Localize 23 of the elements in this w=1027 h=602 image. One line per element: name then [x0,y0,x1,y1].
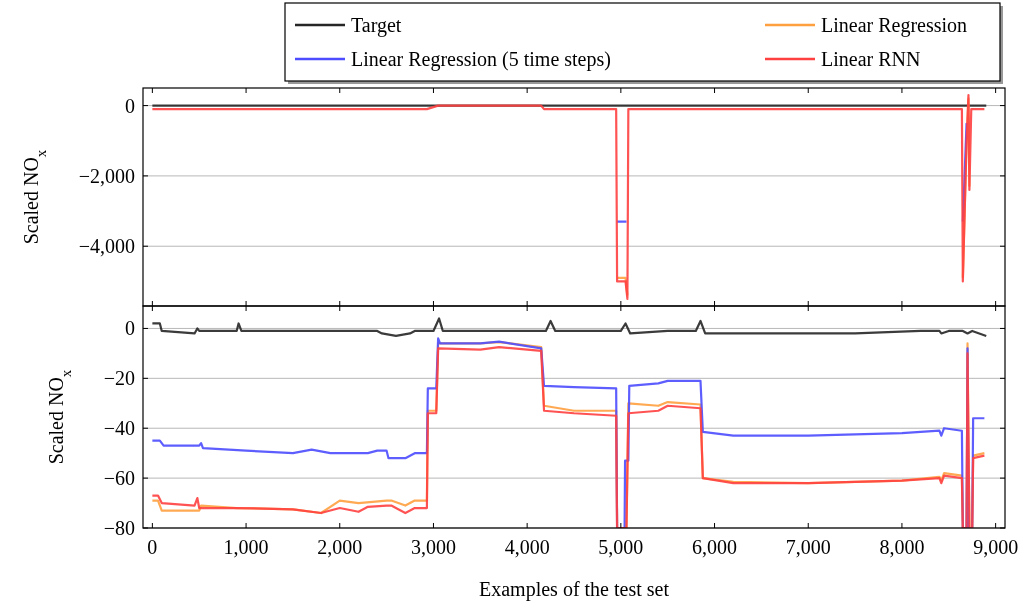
x-tick-label: 1,000 [223,536,269,558]
legend-label: Target [351,14,402,37]
y-tick-label: −4,000 [78,235,135,258]
x-axis-title: Examples of the test set [479,578,670,601]
legend-label: Linear Regression (5 time steps) [351,48,611,71]
x-tick-label: 2,000 [317,536,363,558]
x-tick-label: 4,000 [504,536,550,558]
x-tick-label: 6,000 [692,536,738,558]
y-tick-label: −80 [103,517,135,539]
y-tick-label: 0 [125,317,135,340]
y-tick-label: −40 [103,417,135,440]
y-tick-label: −2,000 [78,164,135,187]
y-tick-label: −60 [103,467,135,490]
y-tick-label: −20 [103,367,135,390]
x-tick-label: 0 [147,536,158,558]
x-tick-label: 3,000 [410,536,456,558]
x-tick-label: 8,000 [879,536,925,558]
legend-label: Linear RNN [821,48,921,70]
legend-label: Linear Regression [821,14,968,37]
x-tick-label: 5,000 [598,536,644,558]
x-tick-label: 7,000 [785,536,831,558]
x-tick-label: 9,000 [973,536,1019,558]
y-tick-label: 0 [125,94,135,117]
